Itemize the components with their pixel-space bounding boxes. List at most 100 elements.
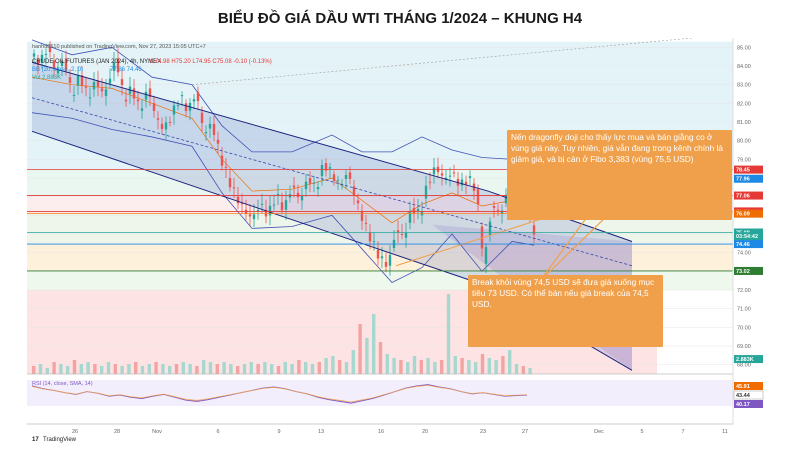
- price-badge-label: 78.45: [736, 168, 750, 174]
- footer-brand: TradingView: [43, 437, 77, 443]
- volume-bar: [494, 360, 498, 374]
- volume-bar: [66, 366, 70, 374]
- volume-bar: [440, 360, 444, 374]
- candle-body: [496, 209, 500, 211]
- annotation-dragonfly[interactable]: Nến dragonfly doji cho thấy lực mua và b…: [507, 130, 732, 282]
- volume-bar: [215, 364, 219, 374]
- volume-bar: [86, 362, 90, 374]
- candle-body: [468, 176, 472, 178]
- candle-body: [316, 187, 320, 190]
- candle-body: [216, 139, 220, 144]
- bb-basis: [31, 76, 535, 224]
- channel-area: [32, 62, 632, 371]
- candle-body: [416, 208, 420, 212]
- chart-svg: hanhd8510 published on TradingView.com, …: [27, 37, 764, 457]
- time-tick: Dec: [594, 429, 604, 435]
- price-badge-label: 03:54:42: [736, 234, 758, 240]
- price-tick: 80.00: [737, 139, 751, 145]
- volume-bar: [474, 362, 478, 374]
- candle-body: [268, 205, 272, 216]
- volume-bar: [52, 362, 56, 374]
- candle-body: [120, 79, 124, 86]
- candle-body: [228, 178, 232, 188]
- volume-bar: [412, 356, 417, 374]
- volume-bar: [45, 368, 49, 374]
- candle-body: [152, 103, 156, 111]
- volume-bar: [113, 364, 117, 374]
- volume-bar: [290, 364, 294, 374]
- time-tick: 5: [640, 429, 643, 435]
- time-tick: 16: [378, 429, 384, 435]
- candle-body: [424, 185, 428, 199]
- candle-body: [108, 78, 112, 84]
- volume-bar: [433, 362, 437, 374]
- candle-body: [408, 211, 412, 223]
- candle-body: [292, 185, 296, 188]
- candle-body: [368, 232, 372, 242]
- price-axis: 85.0084.0083.0082.0081.0080.0079.0077.00…: [737, 45, 751, 368]
- volume-bar: [270, 364, 274, 374]
- price-badge: [734, 355, 763, 364]
- candle-body: [332, 174, 336, 181]
- volume-bar: [297, 360, 301, 374]
- volume-bar: [195, 366, 199, 374]
- price-badge: [734, 240, 763, 249]
- volume-bar: [453, 356, 457, 374]
- channel-upper-line: [31, 61, 633, 242]
- candle-body: [264, 209, 268, 217]
- candle-body: [116, 58, 120, 73]
- price-tick: 82.00: [737, 101, 751, 107]
- price-badge-label: 2.883K: [736, 357, 754, 363]
- price-badge: [734, 209, 763, 218]
- time-tick: 13: [318, 429, 324, 435]
- candle-body: [428, 181, 432, 183]
- candle-body: [344, 175, 348, 179]
- bb-lower: [31, 112, 535, 284]
- candle-body: [36, 59, 40, 66]
- candle-body: [448, 175, 452, 177]
- volume-bar: [338, 360, 342, 374]
- candle-body: [164, 122, 168, 130]
- volume-bar: [426, 358, 430, 374]
- price-badge: [734, 165, 763, 174]
- rsi-label: RSI (14, close, SMA, 14): [32, 381, 93, 387]
- candle-body: [52, 60, 56, 68]
- candle-body: [196, 92, 200, 102]
- price-badge-label: 74.46: [736, 242, 750, 248]
- candle-body: [40, 54, 44, 63]
- volume-bar: [134, 362, 138, 374]
- candle-body: [204, 131, 208, 134]
- legend-bb: BB (20, close, 2, 0): [32, 67, 83, 73]
- candle-body: [328, 167, 332, 169]
- candle-body: [208, 123, 212, 129]
- candle-body: [312, 182, 316, 184]
- candle-body: [376, 249, 380, 259]
- volume-bar: [351, 350, 355, 374]
- chart-area[interactable]: hanhd8510 published on TradingView.com, …: [0, 37, 800, 457]
- candle-body: [488, 221, 492, 235]
- volume-bar: [460, 358, 464, 374]
- candle-body: [192, 99, 196, 102]
- annotation-break[interactable]: Break khỏi vùng 74,5 USD sẽ đưa giá xuốn…: [468, 274, 663, 347]
- time-tick: 7: [681, 429, 684, 435]
- rsi-badge: [734, 382, 763, 390]
- candle-body: [296, 192, 300, 198]
- candle-body: [280, 202, 284, 211]
- candle-body: [484, 247, 488, 264]
- rsi-sma: [31, 384, 528, 403]
- volume-bar: [331, 356, 335, 374]
- candle-body: [480, 226, 484, 249]
- price-tick: 81.00: [737, 120, 751, 126]
- volume-bar: [514, 364, 519, 374]
- candle-body: [56, 70, 60, 74]
- volume-bar: [38, 364, 43, 374]
- volume-bar: [249, 362, 253, 374]
- volume-bar: [93, 364, 97, 374]
- time-tick: 23: [480, 429, 486, 435]
- candle-body: [180, 95, 184, 97]
- volume-bar: [446, 294, 451, 374]
- volume-bar: [358, 324, 362, 374]
- volume-bar: [480, 354, 485, 374]
- volume-bar: [236, 366, 240, 374]
- candle-body: [148, 88, 152, 97]
